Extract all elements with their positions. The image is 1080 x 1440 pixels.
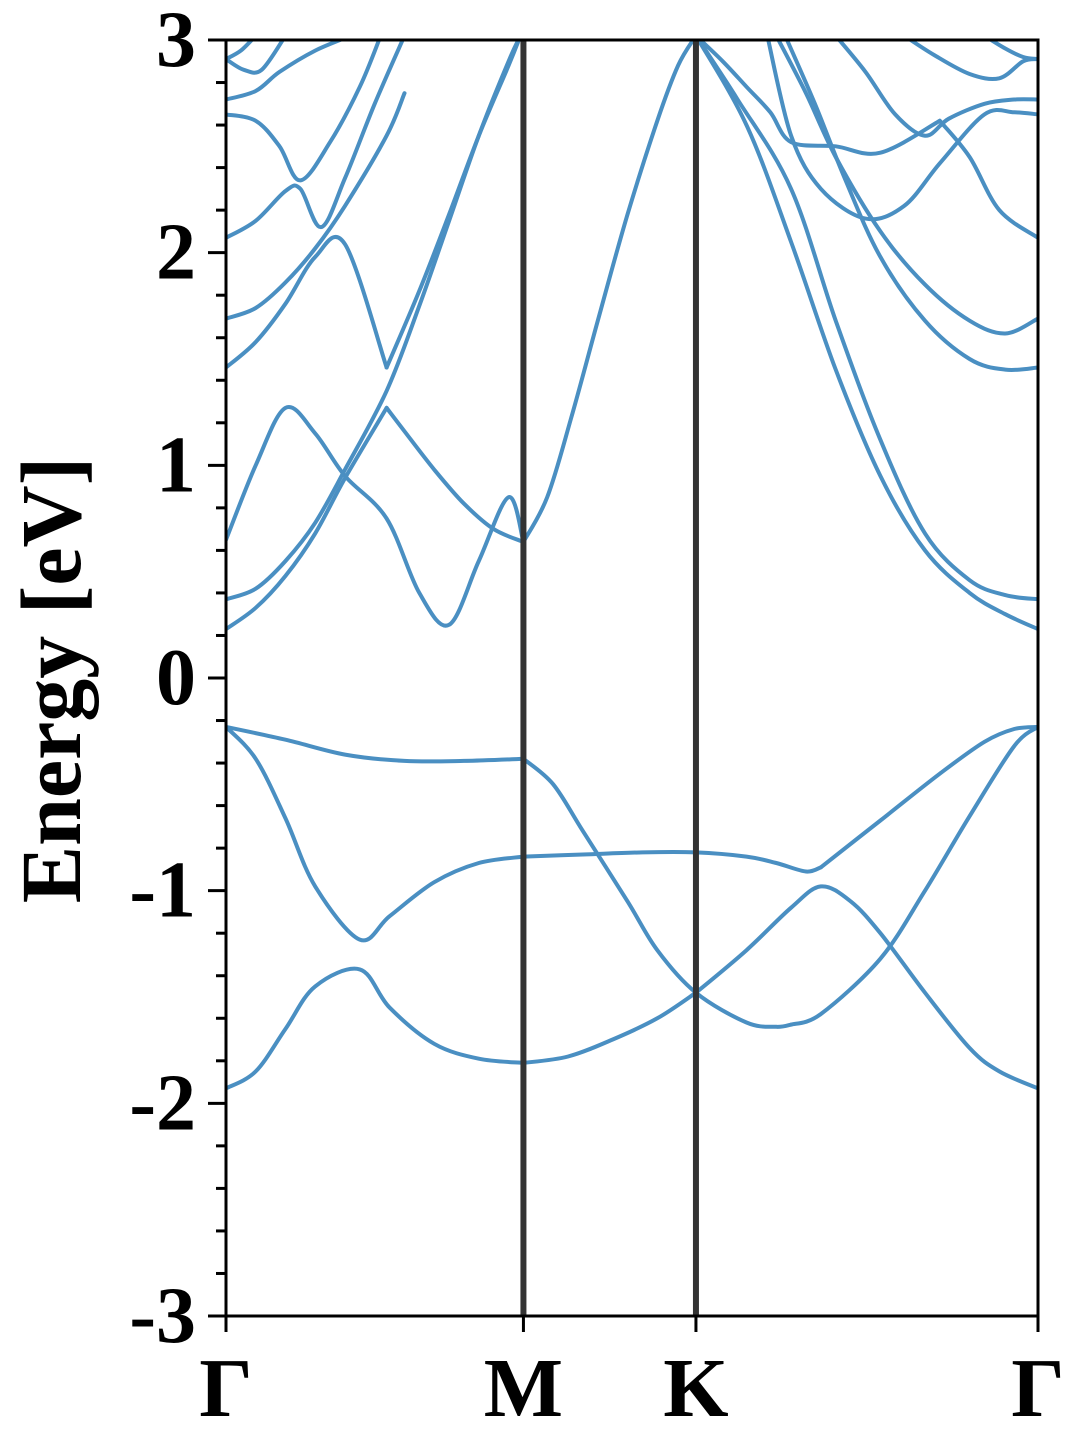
y-axis-label: Energy [eV] [3,457,99,904]
band-30 [836,40,1038,138]
band-31 [907,40,1038,82]
band-26 [937,118,1038,240]
x-tick-label: Γ [1011,1342,1064,1435]
band-17 [226,91,407,321]
band-16 [384,40,521,370]
x-tick-label: M [484,1342,563,1435]
y-tick-label: 3 [156,0,196,84]
y-tick-label: -1 [129,847,196,935]
band-1 [226,966,526,1091]
band-18 [226,40,405,240]
band-23 [696,40,1038,632]
y-minor-ticks [216,81,226,1275]
band-27 [766,40,1038,222]
y-tick-label: -3 [129,1272,196,1360]
band-11 [521,40,696,544]
band-15 [226,235,389,370]
x-tick-label: Γ [199,1342,252,1435]
y-tick-label: 0 [156,634,196,722]
band-3 [693,884,1038,1091]
band-20 [226,40,346,102]
x-tick-label: K [663,1342,728,1435]
band-12 [226,405,389,632]
y-tick-label: -2 [129,1059,196,1147]
y-tick-label: 2 [156,209,196,297]
band-21 [226,40,286,75]
band-7 [226,724,526,764]
band-4 [226,724,526,943]
band-2 [521,990,698,1065]
band-8 [521,756,794,1029]
band-24 [696,40,1038,602]
band-5 [521,849,823,874]
band-13 [384,405,526,544]
band-28 [776,40,1038,336]
band-10 [226,405,526,628]
y-tick-label: 1 [156,421,196,509]
band-32 [987,40,1038,62]
band-29 [784,40,1038,372]
band-9 [789,724,1038,1027]
band-22 [226,40,255,62]
band-6 [818,724,1038,870]
y-axis: -3 -2 -1 0 1 2 3 [129,0,226,1360]
band-lines [226,40,1038,1091]
high-symmetry-lines [520,40,699,1316]
band-25 [697,40,942,156]
band-19 [226,40,382,183]
plot-frame [224,38,1040,1318]
